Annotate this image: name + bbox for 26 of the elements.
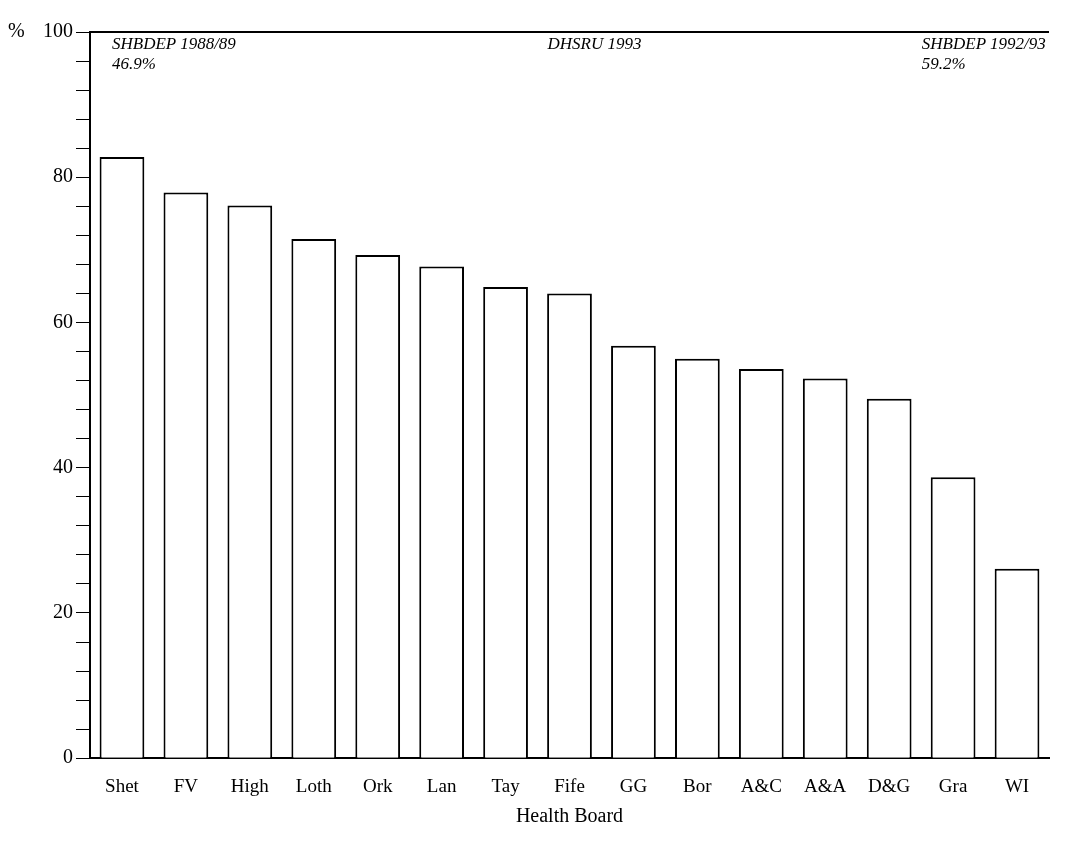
x-tick-label: Tay	[491, 774, 521, 796]
annotation: SHBDEP 1988/89 46.9%	[112, 33, 237, 73]
x-tick-label: FV	[173, 774, 199, 796]
x-tick-label: Gra	[938, 774, 968, 796]
y-tick-label: 0	[63, 745, 73, 768]
x-tick-label: A&C	[740, 774, 782, 796]
x-tick-label: D&G	[868, 774, 911, 796]
y-tick-label: 20	[53, 600, 73, 623]
x-tick-label: A&A	[804, 774, 847, 796]
y-tick-label: 80	[53, 164, 73, 187]
x-tick-label: GG	[619, 774, 648, 796]
x-tick-label: High	[230, 774, 270, 796]
x-tick-label: Shet	[105, 774, 140, 796]
x-tick-label: Lan	[426, 774, 457, 796]
y-tick-label: 100	[43, 19, 73, 42]
x-tick-label: Bor	[683, 774, 713, 796]
x-tick-label: WI	[1004, 774, 1030, 796]
annotation: SHBDEP 1992/93 59.2%	[921, 33, 1046, 73]
x-tick-label: Fife	[554, 774, 585, 796]
y-axis-title: %	[8, 19, 25, 42]
annotation: DHSRU 1993	[546, 33, 642, 53]
x-tick-label: Ork	[362, 774, 393, 796]
x-axis-title: Health Board	[515, 804, 624, 827]
x-tick-label: Loth	[295, 774, 333, 796]
y-tick-label: 40	[53, 454, 73, 477]
y-tick-label: 60	[53, 309, 73, 332]
